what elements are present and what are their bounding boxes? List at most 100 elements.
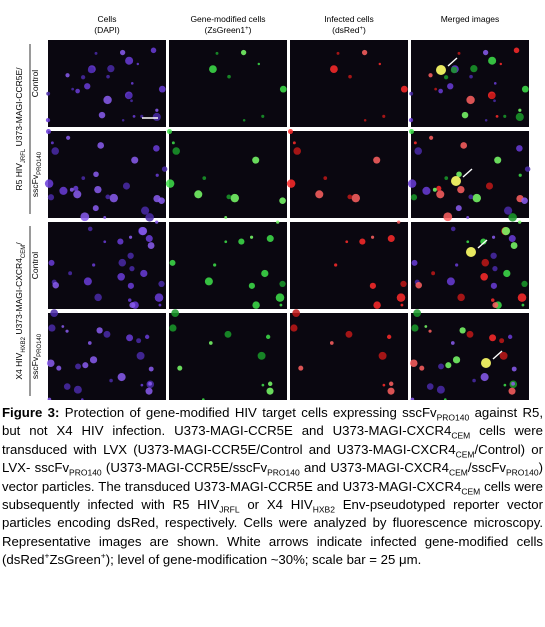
cell — [93, 171, 99, 178]
cell — [166, 129, 173, 135]
cell — [148, 366, 154, 372]
cell — [411, 324, 419, 332]
caption-run: PRO140 — [267, 467, 300, 478]
cell — [154, 293, 164, 302]
cell — [83, 277, 92, 286]
cell — [129, 235, 133, 239]
cell — [466, 247, 476, 257]
panel — [290, 40, 408, 127]
cell — [171, 309, 180, 318]
cell — [290, 324, 298, 332]
cell — [373, 156, 381, 164]
cell — [397, 220, 401, 224]
cell — [80, 398, 84, 400]
cell — [130, 99, 133, 103]
cell — [127, 282, 135, 289]
cell — [94, 51, 98, 55]
micrograph — [44, 129, 168, 222]
cell — [287, 129, 294, 135]
figure: Cells(DAPI)Gene-modified cells(ZsGreen1+… — [14, 14, 531, 400]
cell — [424, 325, 428, 328]
cell — [103, 95, 112, 105]
cell — [227, 74, 231, 79]
panel — [169, 313, 287, 400]
cell — [46, 91, 51, 96]
cell — [490, 252, 497, 259]
cell — [286, 179, 296, 188]
cell — [409, 359, 418, 368]
arrow — [492, 350, 503, 360]
cell — [457, 185, 465, 194]
cell — [413, 309, 422, 318]
cell — [44, 179, 54, 188]
cell — [481, 258, 490, 267]
cell — [50, 141, 54, 145]
text-run: PRO140 — [37, 151, 43, 175]
cell — [415, 281, 422, 289]
text-run: HXB2 — [21, 336, 27, 352]
cell — [145, 213, 154, 222]
cell — [267, 381, 273, 386]
cell — [436, 185, 442, 191]
cell — [298, 365, 304, 371]
cell — [451, 176, 461, 186]
text-run: X4 HIV — [14, 352, 24, 379]
cell — [450, 226, 456, 232]
text-run: sscFv — [30, 356, 40, 379]
column-title: Cells — [98, 14, 117, 24]
cell — [132, 114, 136, 118]
cell — [140, 383, 144, 387]
caption-run: or X4 HIV — [239, 497, 313, 513]
cell — [488, 56, 497, 65]
caption-run: CEM — [451, 431, 471, 442]
cell — [150, 47, 157, 54]
panel — [411, 222, 529, 309]
cell — [386, 334, 392, 340]
cell — [105, 194, 111, 200]
cell — [109, 378, 113, 383]
cell — [250, 235, 254, 239]
cell — [489, 92, 496, 100]
cell — [240, 49, 247, 56]
cell — [148, 381, 152, 386]
caption-run: ) vector particles. The transduced U373-… — [2, 460, 543, 494]
panel — [169, 131, 287, 218]
micrograph — [290, 309, 408, 400]
cell — [106, 74, 110, 79]
cell — [371, 235, 375, 239]
cell — [508, 235, 516, 243]
cell — [136, 338, 142, 344]
micrograph — [48, 220, 166, 309]
caption-run: and U373-MAGI-CXCR4 — [299, 460, 449, 476]
text-run: (dsRed — [332, 25, 360, 35]
cell — [499, 62, 503, 66]
cell — [279, 85, 287, 93]
cell — [209, 65, 217, 74]
caption-run: ); level of gene-modification ~30%; scal… — [105, 552, 422, 568]
cell — [459, 327, 466, 334]
cell — [261, 269, 269, 278]
micrograph — [408, 40, 529, 127]
cell — [80, 75, 86, 80]
cell — [409, 91, 414, 96]
panel — [290, 313, 408, 400]
cell — [109, 193, 118, 203]
row-group-label: R5 HIVJRFL U373-MAGI-CCR5E/ — [14, 67, 27, 191]
column-subtitle: (DAPI) — [94, 25, 120, 35]
caption-run: CEM — [448, 467, 468, 478]
cell — [292, 309, 301, 318]
cell — [347, 194, 353, 200]
cell — [387, 387, 395, 395]
micrograph — [407, 129, 531, 222]
cell — [521, 280, 528, 288]
cell — [265, 334, 271, 340]
cell — [68, 271, 73, 276]
cell — [524, 166, 531, 172]
cell — [503, 269, 511, 278]
micrograph — [409, 309, 529, 400]
caption-run: cells were transduced with LVX (U373-MAG… — [2, 423, 543, 457]
cell — [80, 212, 90, 222]
cell — [69, 187, 74, 192]
micrograph — [169, 309, 287, 400]
cell — [140, 206, 150, 215]
